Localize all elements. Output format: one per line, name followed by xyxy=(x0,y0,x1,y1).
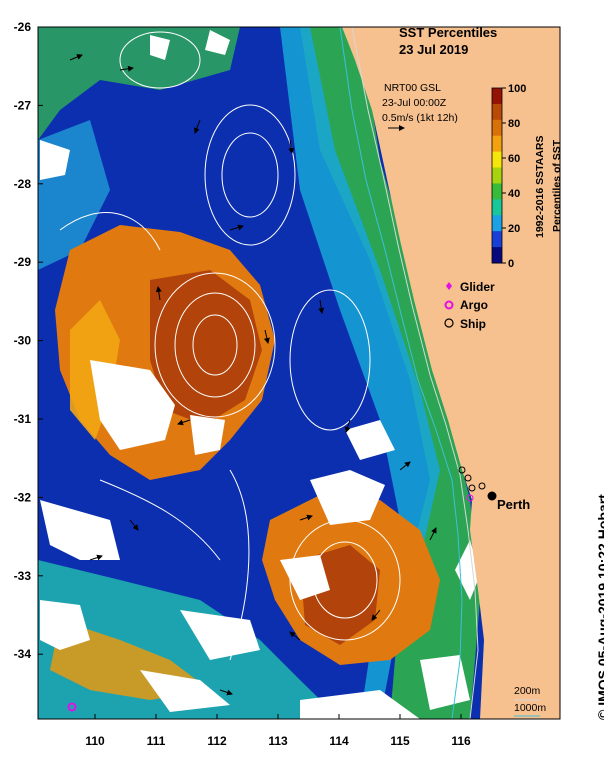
colorbar: 0 20 40 60 80 100 xyxy=(491,83,526,270)
y-tick-label: -26 xyxy=(14,20,32,34)
x-tick-label: 110 xyxy=(85,734,105,748)
legend-label-argo: Argo xyxy=(460,298,488,312)
colorbar-swatch xyxy=(492,167,502,184)
colorbar-swatch xyxy=(492,199,502,216)
x-tick-label: 114 xyxy=(329,734,349,748)
y-tick-label: -32 xyxy=(14,490,32,504)
colorbar-tick-label: 100 xyxy=(508,83,526,95)
ship-track xyxy=(458,466,486,502)
legend-label-ship: Ship xyxy=(460,317,486,331)
map-frame xyxy=(37,26,561,720)
argo-float-south xyxy=(67,702,77,712)
colorbar-swatch xyxy=(492,231,502,248)
colorbar-tick-label: 20 xyxy=(508,223,520,235)
y-tick-label: -27 xyxy=(14,98,32,112)
depth-contour-1000m xyxy=(339,27,463,719)
x-tick-label: 113 xyxy=(268,734,288,748)
y-tick-label: -31 xyxy=(14,412,32,426)
x-tick-label: 112 xyxy=(207,734,227,748)
legend-label-glider: Glider xyxy=(460,280,495,294)
y-tick-label: -30 xyxy=(14,334,32,348)
map-title: SST Percentiles xyxy=(399,25,497,40)
x-tick-label: 111 xyxy=(147,734,166,748)
y-tick-label: -33 xyxy=(14,569,32,583)
y-tick-label: -34 xyxy=(14,647,32,661)
credit-area: © IMOS 05-Aug-2019 10:22 Hobart xyxy=(579,40,604,740)
map-date: 23 Jul 2019 xyxy=(399,42,468,57)
current-vectors xyxy=(69,54,437,696)
velocity-time: 23-Jul 00:00Z xyxy=(382,97,447,109)
colorbar-tick-label: 80 xyxy=(508,118,520,130)
y-axis: -26 -27 -28 -29 -30 -31 -32 -33 -34 xyxy=(14,20,43,661)
colorbar-swatch xyxy=(492,135,502,153)
colorbar-tick-label: 60 xyxy=(508,153,520,165)
ship-circle-icon xyxy=(444,318,454,328)
colorbar-swatch xyxy=(492,119,502,137)
colorbar-tick-label: 0 xyxy=(508,258,514,270)
x-axis: 110 111 112 113 114 115 116 xyxy=(85,714,471,748)
colorbar-swatch xyxy=(492,103,502,121)
depth-contour-200m xyxy=(351,27,479,719)
colorbar-swatch xyxy=(492,183,502,200)
warm-eddy-west-core xyxy=(150,270,262,425)
sst-map: Perth NRT00 GSL 23-Jul 00:00Z 0.5m/s (1k… xyxy=(38,25,563,719)
sla-contours xyxy=(59,31,401,661)
land-western-australia xyxy=(342,27,560,719)
y-tick-label: -29 xyxy=(14,255,32,269)
colorbar-swatch xyxy=(492,247,502,264)
perth-marker xyxy=(487,491,497,501)
perth-label: Perth xyxy=(497,497,530,512)
depth-legend-200m: 200m xyxy=(514,685,541,697)
velocity-scale: 0.5m/s (1kt 12h) xyxy=(382,112,458,124)
x-tick-label: 115 xyxy=(390,734,410,748)
colorbar-label-1: 1992-2016 SSTAARS xyxy=(534,135,546,238)
argo-circle-icon xyxy=(444,300,454,310)
colorbar-swatch xyxy=(492,151,502,169)
y-tick-label: -28 xyxy=(14,177,32,191)
velocity-source: NRT00 GSL xyxy=(384,82,441,94)
cloud-mask xyxy=(40,30,480,719)
diamond-icon xyxy=(446,282,452,290)
colorbar-tick-label: 40 xyxy=(508,188,520,200)
depth-legend-1000m: 1000m xyxy=(514,702,546,714)
imos-credit: © IMOS 05-Aug-2019 10:22 Hobart xyxy=(595,494,604,720)
x-tick-label: 116 xyxy=(451,734,471,748)
legend: Glider Argo Ship xyxy=(444,280,495,331)
colorbar-swatch xyxy=(492,88,502,105)
colorbar-swatch xyxy=(492,215,502,232)
colorbar-label-2: Percentiles of SST xyxy=(551,139,563,232)
colorbar-frame xyxy=(491,87,503,264)
